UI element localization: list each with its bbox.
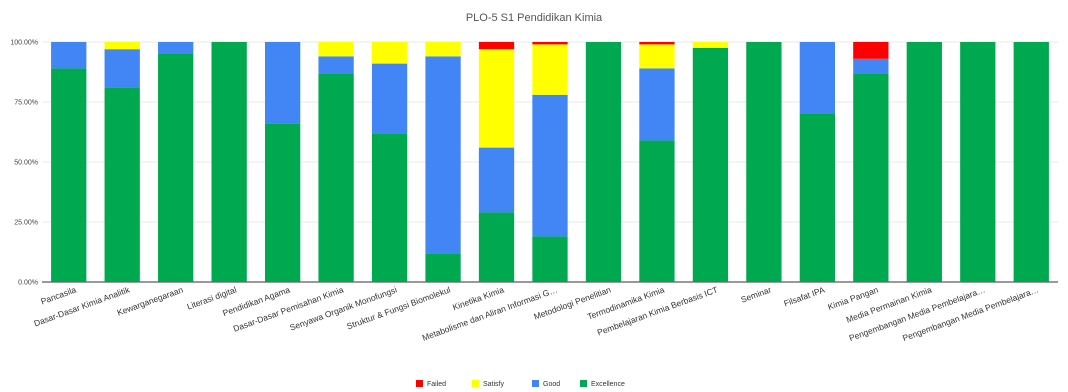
bar-segment-good bbox=[639, 68, 675, 141]
bar-segment-excellence bbox=[960, 42, 996, 282]
legend-swatch-satisfy bbox=[472, 380, 479, 387]
bar-segment-satisfy bbox=[478, 49, 515, 148]
bar-segment-excellence bbox=[478, 212, 515, 282]
bar-segment-excellence bbox=[425, 253, 461, 282]
y-axis-ticks: 0.00% 25.00% 50.00% 75.00% 100.00% bbox=[10, 40, 38, 287]
bar-segment-good bbox=[318, 56, 354, 74]
bar-segment-excellence bbox=[799, 114, 836, 282]
x-tick-label: Filsafat IPA bbox=[782, 284, 826, 308]
legend-swatch-good bbox=[532, 380, 539, 387]
bar-segment-good bbox=[425, 56, 461, 254]
bar-segment-excellence bbox=[692, 48, 729, 282]
bar-segment-satisfy bbox=[532, 44, 568, 95]
x-tick-label: Pancasila bbox=[39, 284, 77, 306]
legend-swatch-excellence bbox=[580, 380, 587, 387]
bar-segment-satisfy bbox=[425, 42, 461, 57]
bar-segment-good bbox=[104, 49, 140, 88]
bar-segment-good bbox=[478, 147, 515, 213]
bar-segment-excellence bbox=[104, 87, 140, 282]
bar-segment-excellence bbox=[746, 42, 782, 282]
bar-segment-excellence bbox=[211, 42, 247, 282]
y-tick-label: 50.00% bbox=[14, 160, 38, 167]
y-tick-label: 25.00% bbox=[14, 220, 38, 227]
bar-segment-failed bbox=[639, 42, 675, 45]
bar-segment-excellence bbox=[1013, 42, 1049, 282]
bar-segment-failed bbox=[478, 42, 515, 50]
bar-segment-failed bbox=[853, 42, 889, 59]
bar-segment-good bbox=[532, 94, 568, 237]
legend-label-excellence: Excellence bbox=[591, 381, 625, 388]
legend: Failed Satisfy Good Excellence bbox=[416, 380, 625, 388]
legend-label-failed: Failed bbox=[427, 381, 446, 388]
bar-segment-excellence bbox=[318, 73, 354, 282]
legend-label-satisfy: Satisfy bbox=[483, 381, 505, 388]
bar-segment-excellence bbox=[371, 133, 408, 282]
bar-segment-good bbox=[371, 63, 408, 134]
bar-segment-good bbox=[799, 42, 836, 114]
bar-segment-satisfy bbox=[371, 42, 408, 64]
bar-segment-excellence bbox=[639, 140, 675, 282]
legend-swatch-failed bbox=[416, 380, 423, 387]
bar-segment-good bbox=[853, 58, 889, 74]
x-tick-label: Struktur & Fungsi Biomolekul bbox=[345, 284, 452, 331]
bar-segment-good bbox=[158, 42, 194, 54]
bar-segment-excellence bbox=[158, 54, 194, 282]
bar-segment-excellence bbox=[51, 68, 87, 283]
bar-segment-satisfy bbox=[104, 42, 140, 50]
bar-segment-excellence bbox=[264, 123, 301, 282]
bar-segment-excellence bbox=[585, 42, 622, 282]
legend-label-good: Good bbox=[543, 381, 560, 388]
bar-segment-good bbox=[51, 42, 87, 69]
bar-segment-satisfy bbox=[639, 44, 675, 69]
bars bbox=[51, 42, 1049, 283]
bar-segment-excellence bbox=[532, 236, 568, 282]
bar-segment-excellence bbox=[853, 73, 889, 282]
bar-segment-excellence bbox=[906, 42, 942, 282]
y-tick-label: 100.00% bbox=[10, 40, 38, 47]
bar-segment-satisfy bbox=[692, 42, 729, 48]
bar-segment-good bbox=[264, 42, 301, 124]
y-tick-label: 75.00% bbox=[14, 100, 38, 107]
x-tick-label: Dasar-Dasar Kimia Analitik bbox=[32, 284, 131, 328]
bar-segment-failed bbox=[532, 42, 568, 45]
y-tick-label: 0.00% bbox=[18, 280, 38, 287]
x-tick-label: Seminar bbox=[739, 284, 772, 304]
chart-title: PLO-5 S1 Pendidikan Kimia bbox=[466, 12, 603, 24]
bar-segment-satisfy bbox=[318, 42, 354, 57]
